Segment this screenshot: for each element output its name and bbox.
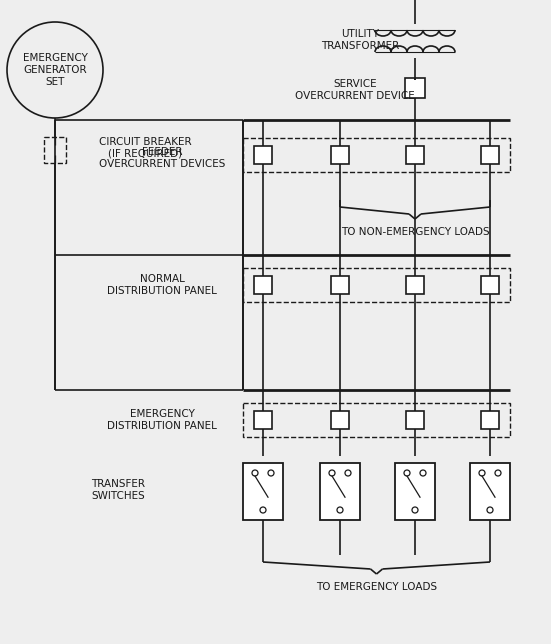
Bar: [331, 276, 349, 294]
Bar: [320, 463, 360, 520]
Bar: [481, 146, 499, 164]
Bar: [254, 276, 272, 294]
Bar: [395, 463, 435, 520]
Bar: [481, 411, 499, 429]
Bar: [406, 146, 424, 164]
Bar: [405, 78, 425, 98]
Text: TRANSFER
SWITCHES: TRANSFER SWITCHES: [91, 479, 145, 501]
Bar: [481, 276, 499, 294]
Text: CIRCUIT BREAKER
(IF REQUIRED): CIRCUIT BREAKER (IF REQUIRED): [99, 137, 191, 159]
Bar: [243, 138, 510, 172]
Bar: [331, 146, 349, 164]
Bar: [331, 411, 349, 429]
Text: NORMAL
DISTRIBUTION PANEL: NORMAL DISTRIBUTION PANEL: [107, 274, 217, 296]
Bar: [406, 411, 424, 429]
Bar: [406, 276, 424, 294]
Bar: [254, 411, 272, 429]
Text: TO EMERGENCY LOADS: TO EMERGENCY LOADS: [316, 582, 437, 592]
Bar: [470, 463, 510, 520]
Bar: [243, 463, 283, 520]
Bar: [44, 137, 66, 163]
Text: FEEDER
OVERCURRENT DEVICES: FEEDER OVERCURRENT DEVICES: [99, 147, 225, 169]
Text: EMERGENCY
GENERATOR
SET: EMERGENCY GENERATOR SET: [23, 53, 88, 86]
Bar: [254, 146, 272, 164]
Bar: [243, 268, 510, 302]
Text: EMERGENCY
DISTRIBUTION PANEL: EMERGENCY DISTRIBUTION PANEL: [107, 409, 217, 431]
Bar: [243, 403, 510, 437]
Text: TO NON-EMERGENCY LOADS: TO NON-EMERGENCY LOADS: [341, 227, 489, 237]
Text: SERVICE
OVERCURRENT DEVICE: SERVICE OVERCURRENT DEVICE: [295, 79, 415, 101]
Text: UTILITY
TRANSFORMER: UTILITY TRANSFORMER: [321, 29, 399, 51]
